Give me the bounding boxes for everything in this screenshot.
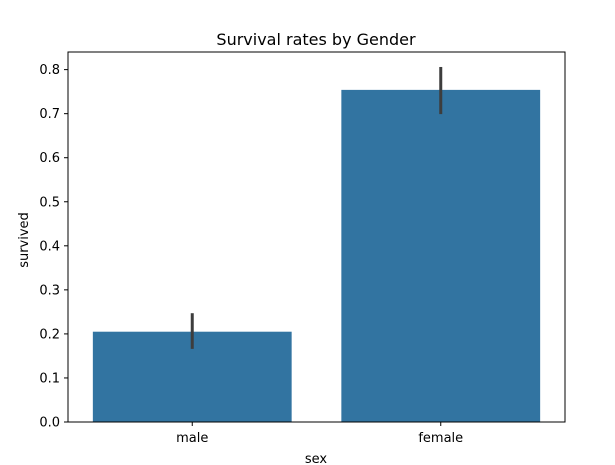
y-axis-label: survived [17,212,32,268]
x-axis: male female [176,422,463,446]
y-tick-label: 0.1 [39,371,60,386]
y-tick-label: 0.0 [39,416,60,431]
x-tick-label-female: female [418,431,463,446]
y-tick-label: 0.6 [39,151,60,166]
axes-frame [67,51,566,423]
y-axis: 0.0 0.1 0.2 0.3 0.4 0.5 0.6 0.7 0.8 [39,63,68,431]
y-tick-label: 0.2 [39,327,60,342]
y-tick-label: 0.3 [39,283,60,298]
x-axis-label: sex [305,452,328,465]
y-tick-label: 0.8 [39,63,60,78]
y-tick-label: 0.7 [39,107,60,122]
chart-title: Survival rates by Gender [216,30,416,49]
plot-area [92,66,541,422]
y-tick-label: 0.4 [39,239,60,254]
y-tick-label: 0.5 [39,195,60,210]
x-tick-label-male: male [176,431,208,446]
bar-female [341,89,541,422]
